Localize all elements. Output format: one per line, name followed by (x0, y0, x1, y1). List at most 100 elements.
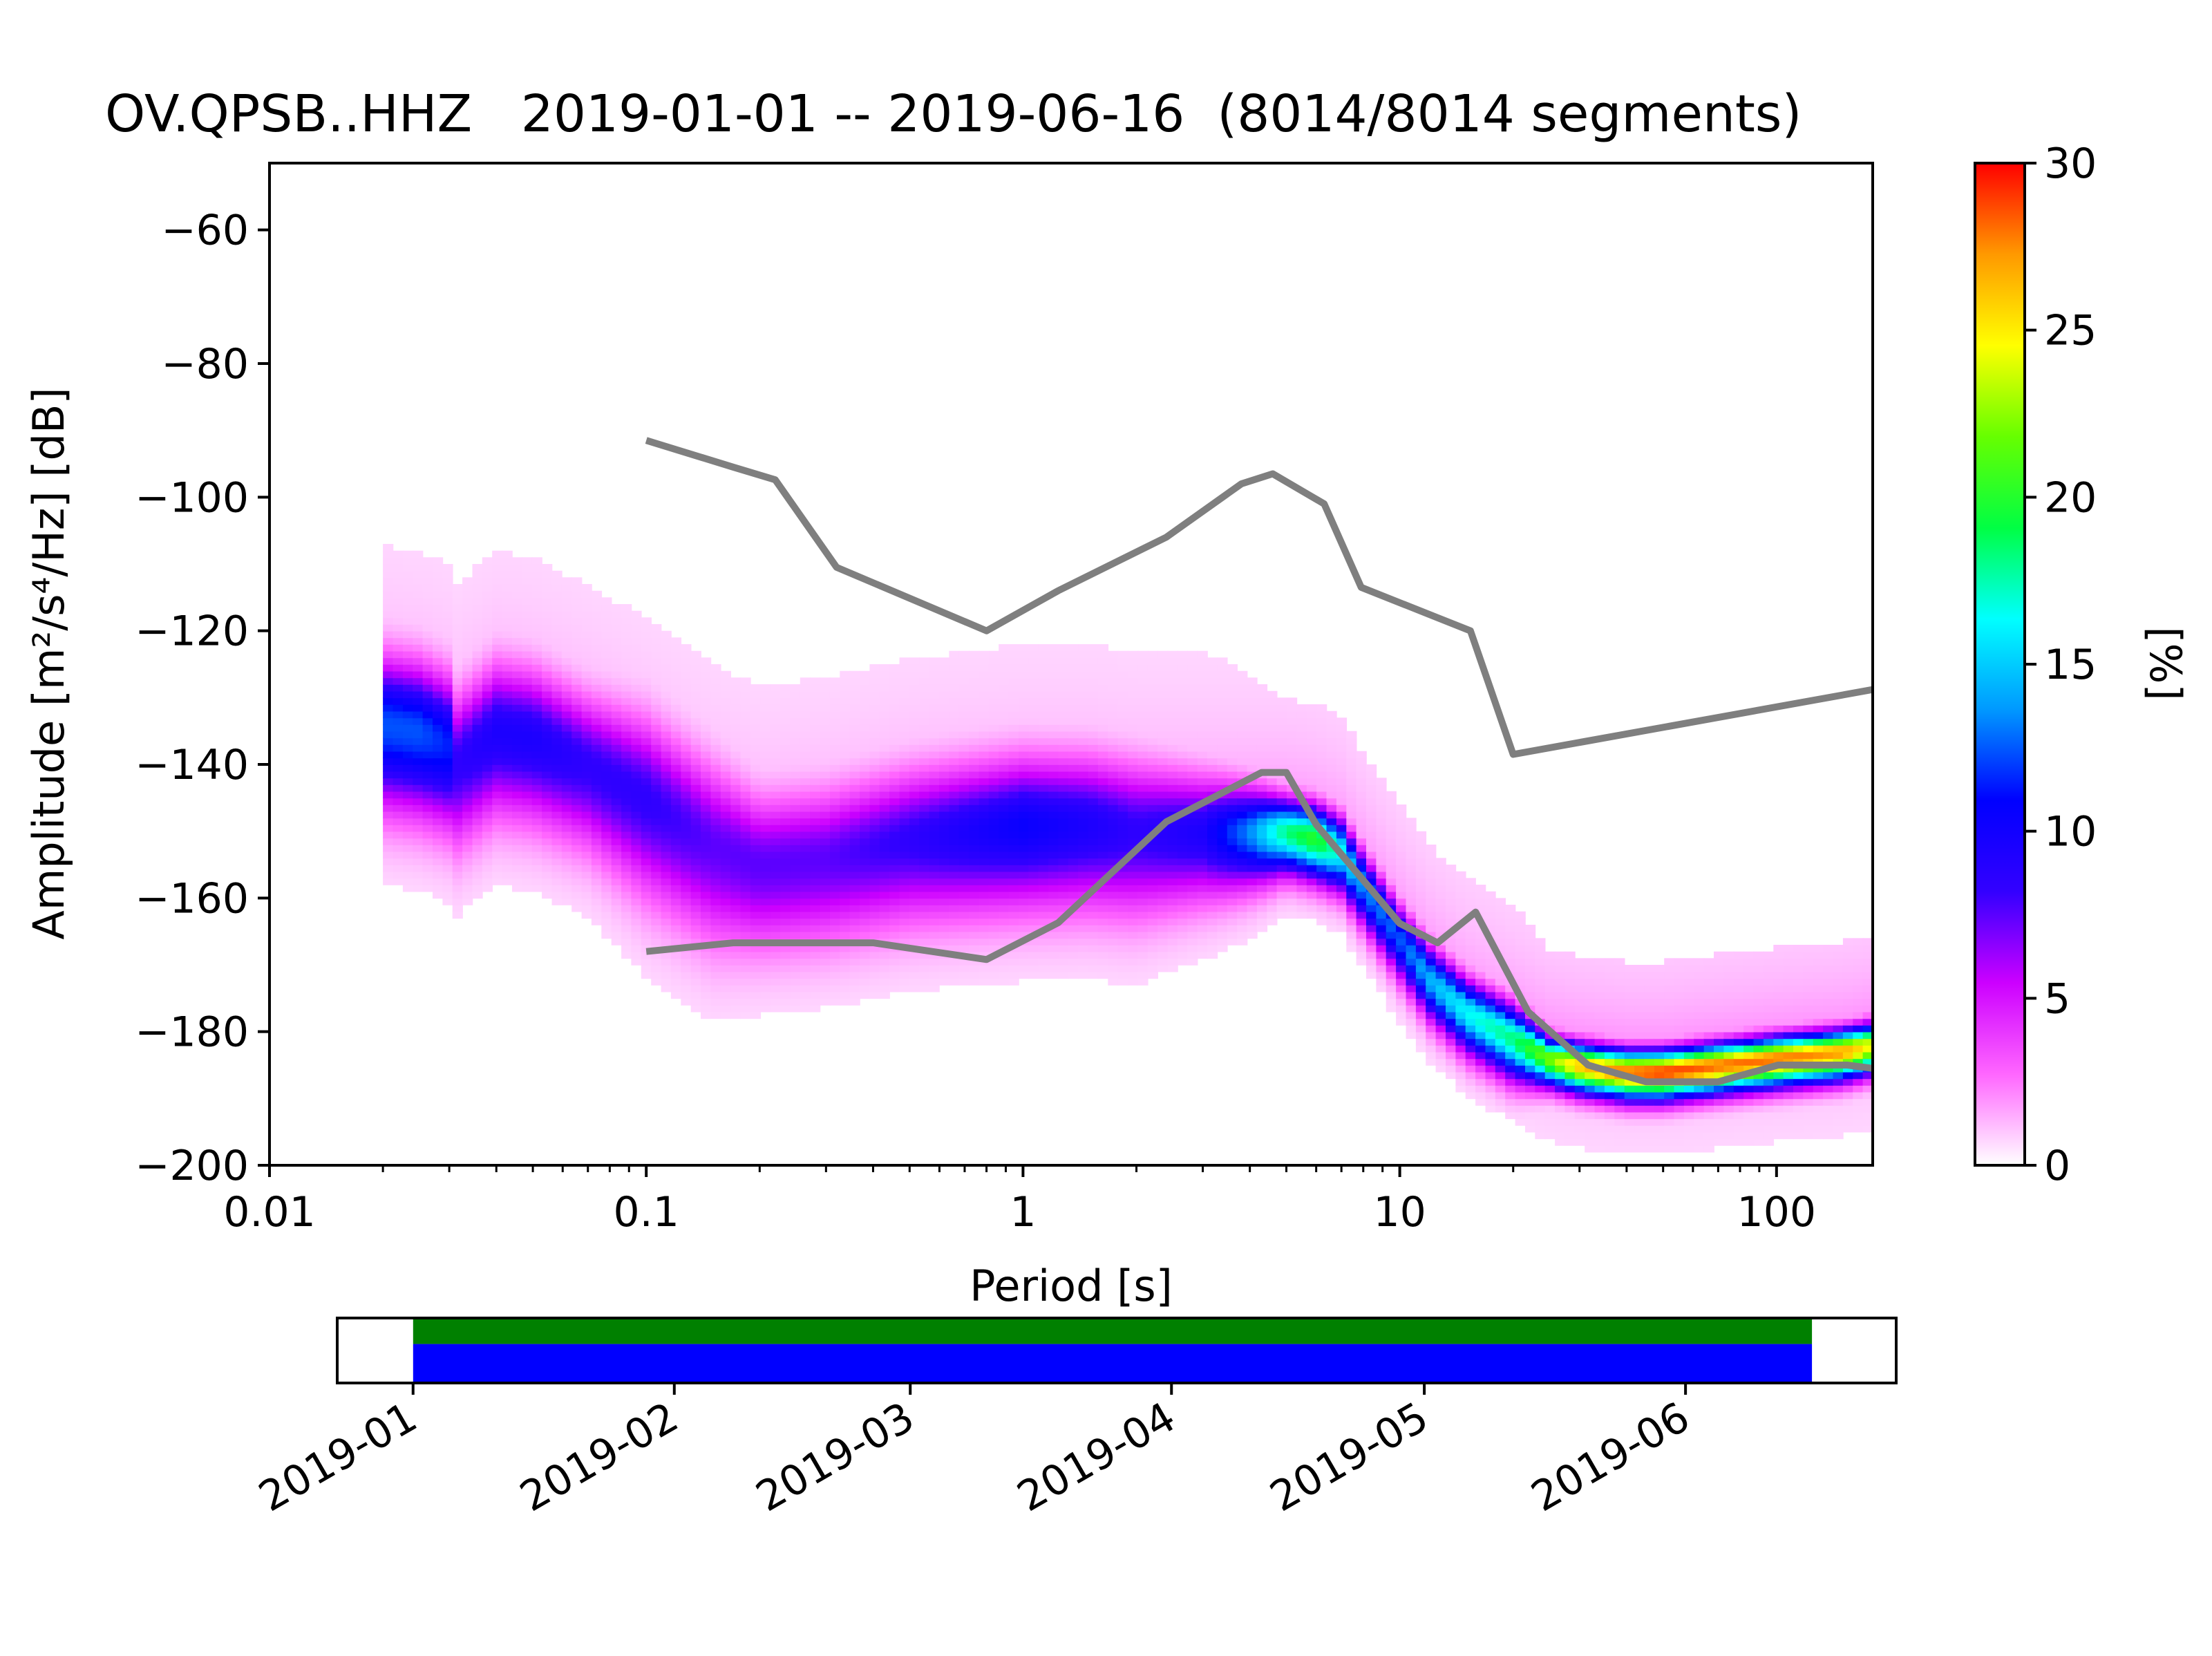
heatmap-cell (1207, 911, 1218, 919)
heatmap-cell (1197, 758, 1208, 765)
heatmap-cell (1097, 825, 1109, 832)
heatmap-cell (829, 978, 841, 986)
heatmap-cell (542, 878, 553, 885)
heatmap-cell (720, 697, 731, 705)
heatmap-cell (760, 945, 771, 952)
heatmap-cell (1296, 911, 1307, 919)
heatmap-cell (472, 724, 483, 732)
heatmap-cell (1406, 905, 1417, 912)
heatmap-cell (571, 617, 583, 625)
heatmap-cell (1256, 925, 1268, 932)
heatmap-cell (988, 664, 999, 672)
heatmap-cell (780, 878, 791, 885)
heatmap-cell (1048, 811, 1059, 819)
heatmap-cell (939, 965, 950, 972)
heatmap-cell (402, 838, 414, 845)
heatmap-cell (1167, 731, 1178, 739)
heatmap-cell (780, 690, 791, 699)
heatmap-cell (720, 918, 731, 925)
heatmap-cell (810, 985, 821, 992)
heatmap-cell (621, 878, 632, 885)
heatmap-cell (889, 724, 900, 732)
heatmap-cell (492, 771, 503, 779)
heatmap-cell (1147, 971, 1158, 979)
heatmap-cell (1068, 938, 1079, 945)
heatmap-cell (383, 544, 394, 552)
heatmap-cell (1217, 784, 1228, 792)
heatmap-cell (800, 677, 811, 685)
heatmap-cell (750, 798, 762, 805)
heatmap-cell (1237, 704, 1248, 712)
heatmap-cell (492, 597, 503, 605)
heatmap-cell (681, 711, 692, 719)
heatmap-cell (988, 751, 999, 759)
heatmap-cell (720, 771, 731, 779)
heatmap-cell (472, 590, 483, 599)
heatmap-cell (1306, 711, 1317, 719)
heatmap-cell (1426, 1025, 1437, 1033)
heatmap-cell (502, 865, 513, 872)
heatmap-cell (512, 818, 523, 825)
heatmap-cell (829, 798, 841, 805)
heatmap-cell (531, 664, 542, 672)
heatmap-cell (482, 838, 493, 845)
heatmap-cell (1008, 697, 1019, 705)
heatmap-cell (393, 778, 404, 785)
heatmap-cell (860, 778, 871, 785)
heatmap-cell (621, 778, 632, 785)
heatmap-cell (531, 818, 542, 825)
heatmap-cell (820, 771, 831, 779)
heatmap-cell (1028, 690, 1039, 699)
heatmap-cell (442, 664, 453, 672)
heatmap-cell (571, 597, 583, 605)
heatmap-cell (1256, 865, 1268, 872)
heatmap-cell (760, 911, 771, 919)
heatmap-cell (442, 878, 453, 885)
heatmap-cell (442, 737, 453, 745)
heatmap-cell (750, 704, 762, 712)
heatmap-cell (492, 711, 503, 719)
heatmap-cell (551, 744, 563, 752)
heatmap-cell (909, 905, 920, 912)
heatmap-cell (502, 597, 513, 605)
heatmap-cell (393, 617, 404, 625)
heatmap-cell (949, 731, 960, 739)
heatmap-cell (433, 851, 444, 859)
heatmap-cell (611, 644, 622, 652)
heatmap-cell (919, 758, 930, 765)
heatmap-cell (800, 845, 811, 852)
heatmap-cell (1177, 690, 1189, 699)
heatmap-cell (651, 825, 662, 832)
heatmap-cell (929, 818, 940, 825)
heatmap-cell (442, 670, 453, 679)
heatmap-cell (462, 878, 473, 885)
heatmap-cell (1306, 831, 1317, 839)
heatmap-cell (800, 791, 811, 799)
heatmap-cell (1406, 938, 1417, 945)
heatmap-cell (413, 664, 424, 672)
heatmap-cell (909, 971, 920, 979)
heatmap-cell (502, 624, 513, 632)
heatmap-cell (571, 731, 583, 739)
heatmap-cell (551, 604, 563, 612)
heatmap-cell (670, 985, 682, 992)
heatmap-cell (1346, 918, 1357, 925)
heatmap-cell (1326, 918, 1337, 925)
heatmap-cell (690, 865, 701, 872)
heatmap-cell (681, 858, 692, 865)
heatmap-cell (641, 951, 652, 959)
heatmap-cell (571, 610, 583, 619)
heatmap-cell (949, 771, 960, 779)
heatmap-cell (690, 670, 701, 679)
heatmap-cell (730, 998, 741, 1006)
heatmap-cell (1137, 751, 1148, 759)
heatmap-cell (1028, 925, 1039, 932)
heatmap-cell (1038, 825, 1049, 832)
heatmap-cell (621, 798, 632, 805)
heatmap-cell (1147, 931, 1158, 939)
heatmap-cell (502, 724, 513, 732)
heatmap-cell (1197, 851, 1208, 859)
heatmap-cell (1217, 838, 1228, 845)
heatmap-cell (860, 704, 871, 712)
heatmap-cell (780, 704, 791, 712)
